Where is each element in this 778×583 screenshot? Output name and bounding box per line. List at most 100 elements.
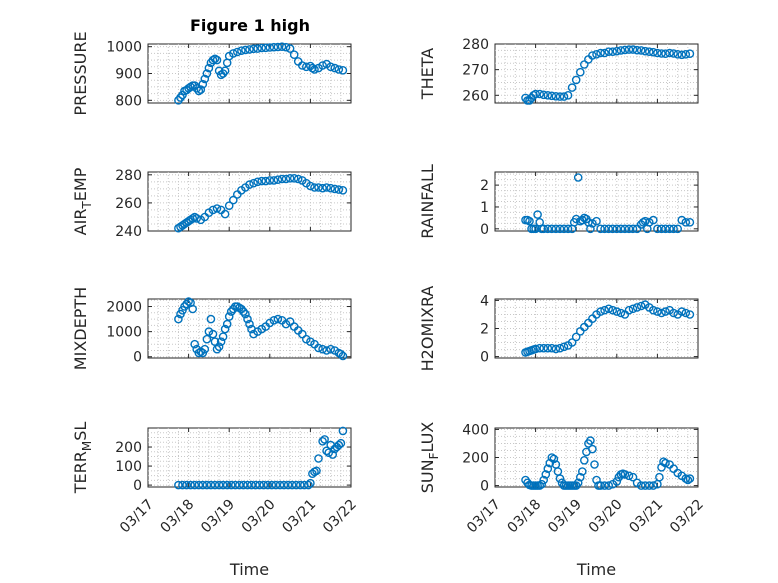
data-point xyxy=(259,480,269,490)
data-point xyxy=(243,314,252,324)
data-point xyxy=(655,472,664,482)
data-point xyxy=(237,46,246,56)
data-point xyxy=(188,304,197,314)
data-point xyxy=(673,50,683,59)
data-point xyxy=(596,224,605,234)
data-point xyxy=(269,315,279,325)
data-point xyxy=(230,480,240,490)
data-point xyxy=(202,334,212,344)
y-tick-label: 1000 xyxy=(106,40,142,56)
data-point xyxy=(604,304,614,314)
data-point xyxy=(620,470,630,479)
data-point xyxy=(308,63,317,73)
data-point xyxy=(283,480,293,490)
data-point xyxy=(661,49,670,59)
data-point xyxy=(239,480,248,490)
data-point xyxy=(649,305,658,315)
data-point xyxy=(330,184,340,194)
data-point xyxy=(628,224,638,234)
data-point xyxy=(612,307,622,316)
data-point xyxy=(636,46,646,55)
data-point xyxy=(245,45,254,54)
y-axis-label: H2OMIXRA xyxy=(418,286,437,372)
data-point xyxy=(275,480,285,490)
data-point xyxy=(243,480,252,490)
data-point xyxy=(588,219,597,228)
data-point xyxy=(529,91,538,100)
y-tick-label: 270 xyxy=(462,63,489,79)
data-point xyxy=(616,308,626,318)
data-point xyxy=(208,55,218,65)
data-point xyxy=(245,319,254,329)
data-point xyxy=(269,42,279,52)
data-point xyxy=(669,49,678,58)
data-point xyxy=(180,302,189,311)
data-point xyxy=(334,440,344,450)
data-point xyxy=(241,45,250,55)
data-point xyxy=(253,44,262,53)
data-point xyxy=(604,481,614,490)
data-point xyxy=(200,74,210,84)
data-point xyxy=(310,65,319,74)
data-point xyxy=(306,478,315,488)
data-point xyxy=(592,216,601,226)
data-point xyxy=(649,47,658,57)
data-point xyxy=(657,308,666,318)
data-point xyxy=(669,308,678,318)
data-point xyxy=(551,344,561,354)
y-axis-label: MIXDEPTH xyxy=(71,287,90,370)
data-point xyxy=(257,43,267,53)
data-point xyxy=(338,351,348,361)
data-point xyxy=(190,339,199,349)
data-point xyxy=(600,305,609,315)
data-point xyxy=(563,91,573,100)
data-point xyxy=(271,480,281,490)
y-tick-label: 0 xyxy=(480,222,489,238)
data-point xyxy=(318,436,327,446)
data-point xyxy=(261,176,271,186)
data-point xyxy=(608,224,618,234)
data-point xyxy=(539,90,549,100)
x-axis-label: Time xyxy=(229,560,269,579)
x-tick-label: 03/19 xyxy=(198,497,238,537)
data-point xyxy=(212,344,222,354)
data-point xyxy=(255,480,264,490)
data-point xyxy=(279,480,289,490)
data-point xyxy=(328,450,338,459)
data-point xyxy=(531,89,540,99)
data-point xyxy=(596,48,605,58)
plot-area xyxy=(147,298,352,359)
data-point xyxy=(178,90,187,100)
data-point xyxy=(210,337,220,347)
data-point xyxy=(184,297,193,306)
data-point xyxy=(287,480,297,490)
x-tick-label: 03/21 xyxy=(626,497,666,537)
data-point xyxy=(624,224,634,234)
data-point xyxy=(318,183,327,193)
data-point xyxy=(533,210,542,219)
data-point xyxy=(204,63,214,73)
data-point xyxy=(586,436,595,445)
data-point xyxy=(535,89,545,99)
subplot-mixdepth: 0 1000 2000 MIXDEPTH xyxy=(71,287,352,370)
x-tick-label: 03/19 xyxy=(545,497,585,537)
data-point xyxy=(567,338,577,347)
y-tick-label: 2 xyxy=(480,178,489,194)
data-point xyxy=(214,342,224,352)
data-point xyxy=(277,174,287,184)
data-point xyxy=(531,224,540,234)
data-point xyxy=(640,46,650,56)
data-point xyxy=(318,344,327,354)
data-point xyxy=(578,467,587,476)
x-tick-label: 03/18 xyxy=(505,497,545,537)
data-point xyxy=(281,42,291,52)
data-point xyxy=(338,426,348,436)
data-point xyxy=(281,174,291,184)
subplot-theta: 260 270 280 THETA xyxy=(418,37,699,105)
data-point xyxy=(241,309,250,319)
data-point xyxy=(596,481,605,490)
data-point xyxy=(228,195,238,205)
data-point xyxy=(295,480,305,490)
y-tick-label: 0 xyxy=(133,350,142,366)
data-point xyxy=(685,474,695,483)
